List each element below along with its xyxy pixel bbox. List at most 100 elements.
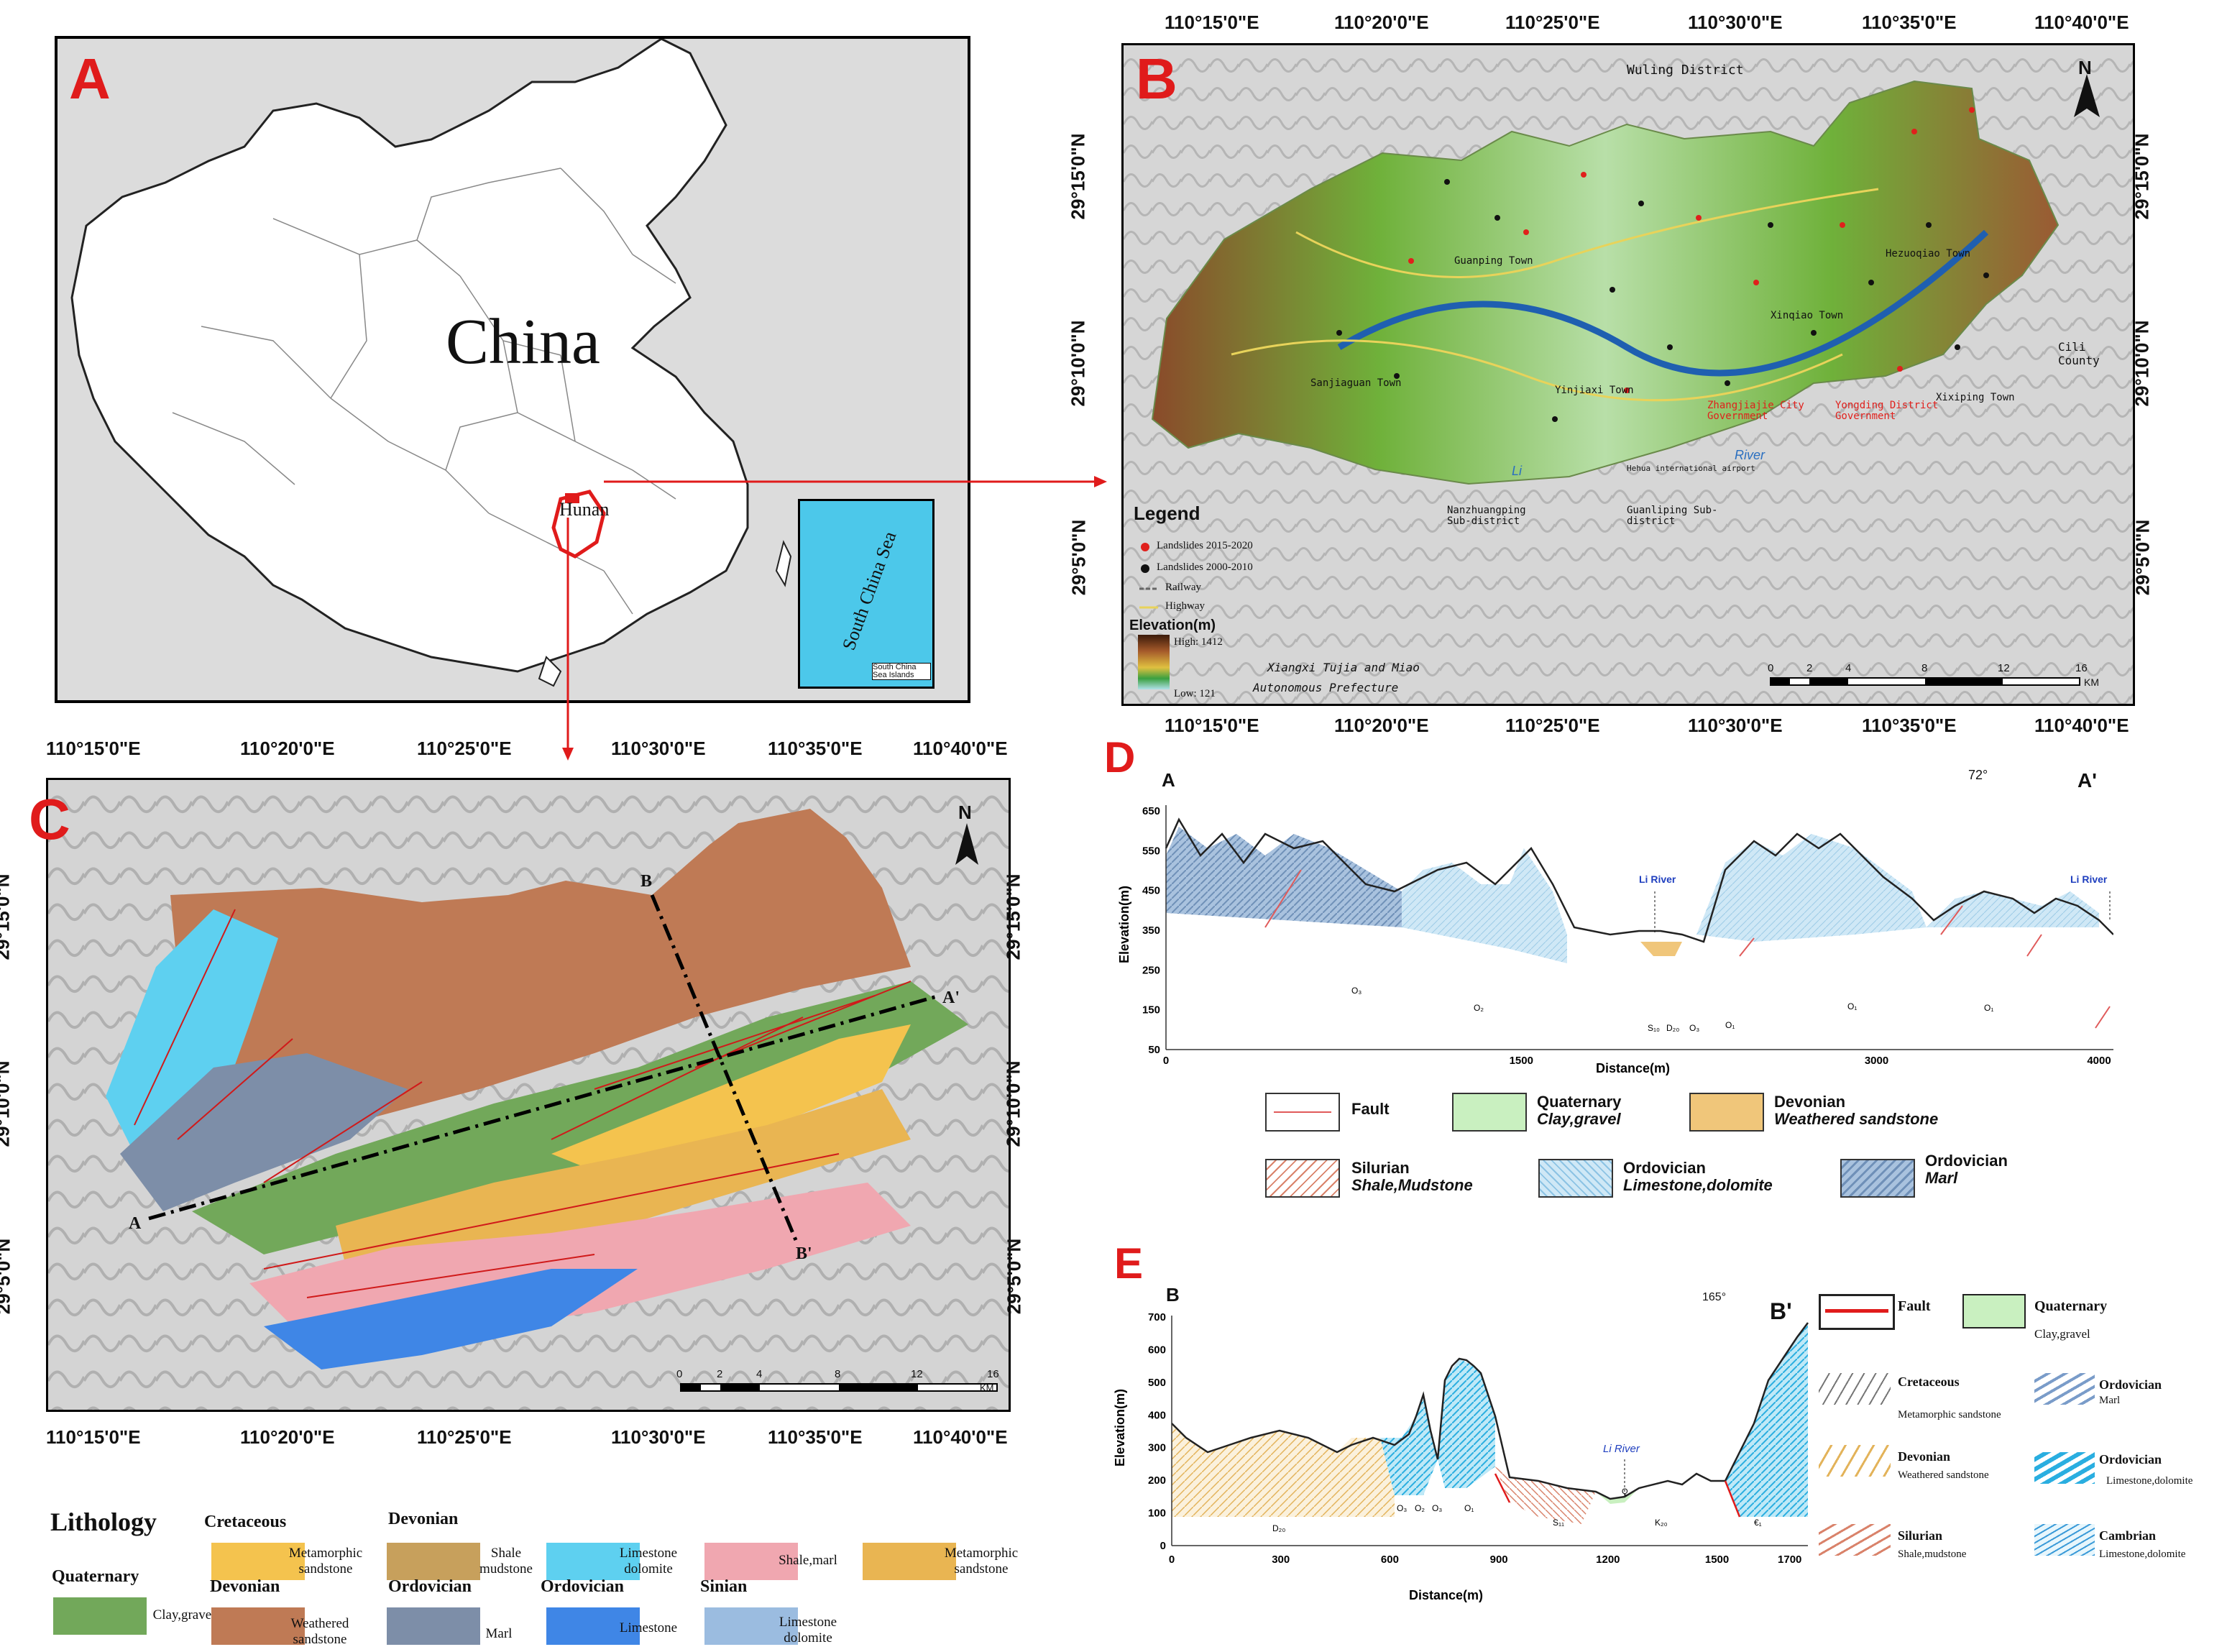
lith-metamorphic-2: Metamorphic sandstone bbox=[944, 1546, 1019, 1577]
fault-line bbox=[1739, 937, 1755, 957]
river-label: Li River bbox=[2070, 873, 2108, 885]
b-lat-right-2: 29°10'0"N bbox=[2131, 320, 2153, 407]
hunan-label: Hunan bbox=[559, 499, 610, 520]
unit-label: K₂₀ bbox=[1655, 1518, 1668, 1528]
unit-label: Q bbox=[1622, 1487, 1628, 1496]
legend-ordovician-marl-swatch bbox=[1840, 1159, 1915, 1198]
ordovician-area bbox=[1380, 1395, 1438, 1495]
profile-d-surface bbox=[1165, 817, 2113, 943]
unit-label: O₁ bbox=[1725, 1020, 1735, 1030]
legend-highway: Highway bbox=[1165, 600, 1205, 612]
y-tick-label: 50 bbox=[1148, 1044, 1160, 1056]
lith-devonian-weathered: Weathered sandstone bbox=[290, 1616, 349, 1647]
legend-devonian-sub: Weathered sandstone bbox=[1774, 1110, 1939, 1128]
lith-sinian: Limestone dolomite bbox=[779, 1615, 837, 1646]
china-label: China bbox=[446, 306, 600, 377]
c-lat-left-3: 29°5'0"N bbox=[0, 1238, 14, 1315]
legend-e-silurian: Silurian bbox=[1898, 1528, 1943, 1543]
lithology-title: Lithology bbox=[50, 1508, 157, 1536]
legend-e-devonian: Devonian bbox=[1898, 1449, 1951, 1464]
swatch-sinian bbox=[704, 1607, 798, 1645]
place-cili: Cili County bbox=[2058, 340, 2100, 367]
ordovician-area bbox=[1438, 1359, 1495, 1488]
legend-e-fault-swatch bbox=[1819, 1294, 1895, 1330]
b-lat-left-1: 29°15'0"N bbox=[1067, 133, 1089, 220]
section-a-label: A bbox=[129, 1214, 142, 1233]
scale-tick: 8 bbox=[835, 1368, 841, 1380]
c-lat-left-1: 29°15'0"N bbox=[0, 873, 14, 960]
silurian-area bbox=[1495, 1467, 1596, 1524]
lith-shale-marl: Shale,marl bbox=[779, 1553, 837, 1568]
b-lon-bot-2: 110°20'0"E bbox=[1334, 715, 1429, 736]
x-tick-label: 1700 bbox=[1778, 1554, 1801, 1566]
profile-d-axes bbox=[1165, 805, 2113, 1050]
fault-line bbox=[1264, 869, 1302, 928]
legend-silurian-label: Silurian bbox=[1351, 1159, 1410, 1177]
x-tick-label: 600 bbox=[1381, 1554, 1399, 1566]
y-tick-label: 250 bbox=[1142, 964, 1160, 976]
b-lon-top-4: 110°30'0"E bbox=[1688, 12, 1783, 33]
fault-line bbox=[2095, 1006, 2111, 1029]
swatch-quaternary-clay bbox=[53, 1597, 147, 1635]
lith-ordovician-limestone: Limestone bbox=[619, 1620, 678, 1635]
fault-line bbox=[1940, 905, 1963, 935]
swatch-devonian-shale bbox=[387, 1543, 480, 1580]
scale-tick: 0 bbox=[676, 1368, 683, 1380]
profile-d-chart: 650 550 450 350 250 150 50 0 1500 3000 4000 Eleva… bbox=[1117, 805, 2113, 1075]
y-tick-label: 700 bbox=[1148, 1311, 1166, 1323]
legend-e-silurian-swatch bbox=[1819, 1524, 1891, 1556]
legend-e-quaternary: Quaternary bbox=[2034, 1298, 2108, 1314]
y-axis-title: Elevation(m) bbox=[1117, 886, 1131, 963]
c-lat-left-2: 29°10'0"N bbox=[0, 1060, 14, 1147]
y-tick-label: 650 bbox=[1142, 805, 1160, 817]
lith-head-sinian: Sinian bbox=[700, 1577, 748, 1596]
c-lon-bot-1: 110°15'0"E bbox=[46, 1426, 141, 1448]
place-hezuoqiao: Hezuoqiao Town bbox=[1886, 248, 1971, 260]
legend-fault-label: Fault bbox=[1351, 1100, 1390, 1118]
legend-e-cretaceous-swatch bbox=[1819, 1373, 1891, 1405]
x-tick-label: 3000 bbox=[1865, 1055, 1888, 1067]
c-lat-right-3: 29°5'0"N bbox=[1003, 1238, 1025, 1315]
elevation-title: Elevation(m) bbox=[1129, 618, 1216, 633]
x-tick-label: 1500 bbox=[1510, 1055, 1533, 1067]
y-tick-label: 150 bbox=[1142, 1004, 1160, 1017]
legend-e-quaternary-sub: Clay,gravel bbox=[2034, 1327, 2090, 1341]
b-lon-bot-6: 110°40'0"E bbox=[2034, 715, 2129, 736]
river-label: Li River bbox=[1639, 873, 1676, 885]
panel-b-letter: B bbox=[1136, 47, 1177, 111]
cambrian-area bbox=[1725, 1323, 1808, 1517]
y-tick-label: 500 bbox=[1148, 1377, 1166, 1389]
x-tick-label: 300 bbox=[1272, 1554, 1290, 1566]
panel-c: A A' B B' N 0 2 4 8 12 16 KM bbox=[46, 778, 1011, 1412]
river-word: River bbox=[1735, 448, 1765, 462]
swatch-shale-marl bbox=[704, 1543, 798, 1580]
unit-label: O₃ bbox=[1351, 986, 1362, 996]
c-lon-bot-3: 110°25'0"E bbox=[417, 1426, 512, 1448]
profile-d-end: A' bbox=[2077, 769, 2097, 791]
legend-devonian-label: Devonian bbox=[1774, 1093, 1846, 1111]
legend-ordovician-marl-sub: Marl bbox=[1925, 1169, 1958, 1187]
fault-line bbox=[2026, 934, 2042, 957]
lithology-map bbox=[48, 780, 1009, 1410]
x-tick-label: 1500 bbox=[1705, 1554, 1729, 1566]
b-lon-top-5: 110°35'0"E bbox=[1862, 12, 1957, 33]
y-tick-label: 200 bbox=[1148, 1474, 1166, 1487]
x-tick-label: 0 bbox=[1163, 1055, 1169, 1067]
x-axis-title: Distance(m) bbox=[1409, 1588, 1483, 1602]
profile-e-azimuth: 165° bbox=[1702, 1291, 1727, 1303]
legend-e: Fault Quaternary Clay,gravel Cretaceous … bbox=[1812, 1294, 2214, 1646]
legend-e-fault: Fault bbox=[1898, 1298, 1931, 1314]
legend-railway: Railway bbox=[1165, 582, 1201, 593]
profile-e-start: B bbox=[1166, 1284, 1180, 1305]
place-xixiping: Xixiping Town bbox=[1936, 392, 2015, 403]
north-label-c: N bbox=[958, 802, 972, 823]
b-lon-bot-1: 110°15'0"E bbox=[1165, 715, 1259, 736]
section-a-prime-label: A' bbox=[942, 988, 960, 1007]
b-lon-top-1: 110°15'0"E bbox=[1165, 12, 1259, 33]
panel-a-letter: A bbox=[69, 47, 111, 111]
unit-label: O₃ bbox=[1397, 1503, 1407, 1513]
legend-ordovician-marl-label: Ordovician bbox=[1925, 1152, 2008, 1170]
b-lon-bot-4: 110°30'0"E bbox=[1688, 715, 1783, 736]
river-label: Li River bbox=[1603, 1443, 1640, 1455]
